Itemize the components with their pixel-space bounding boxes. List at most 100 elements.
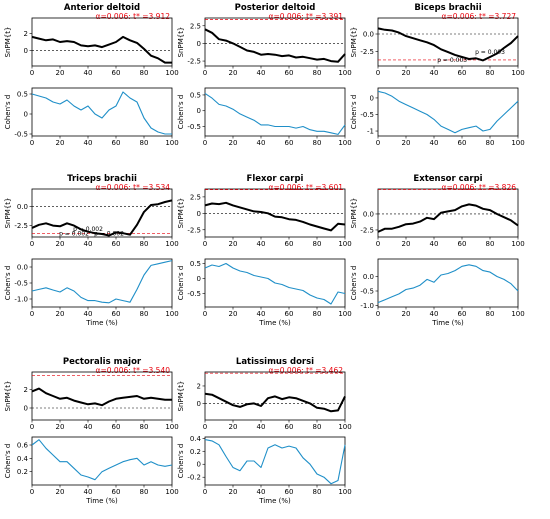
anterior-deltoid-cohen-ytick-label: 0 xyxy=(24,111,28,119)
posterior-deltoid-threshold-label: α=0.006: t* =3.391 xyxy=(269,12,344,21)
pectoralis-major-cohen-xtick-label: 80 xyxy=(140,488,149,496)
latissimus-dorsi-cohen-xlabel: Time (%) xyxy=(258,497,291,505)
latissimus-dorsi-cohen-xtick-label: 20 xyxy=(229,488,238,496)
triceps-brachii-cohen-xtick-label: 80 xyxy=(140,310,149,318)
latissimus-dorsi-cohen-frame xyxy=(204,436,346,486)
extensor-carpi-spm-series-line xyxy=(377,203,519,233)
posterior-deltoid-spm-ytick-label: -2.5 xyxy=(187,58,201,66)
posterior-deltoid-spm-series-line xyxy=(204,28,346,63)
triceps-brachii-cohen-ytick-label: -0.5 xyxy=(14,280,28,288)
biceps-brachii-cohen-ylabel: Cohen's d xyxy=(350,95,358,130)
anterior-deltoid-cohen-ytick-label: -0.5 xyxy=(14,131,28,139)
latissimus-dorsi-cohen-ytick-label: -0.2 xyxy=(187,474,201,482)
flexor-carpi-cohen-xtick-label: 40 xyxy=(257,310,266,318)
extensor-carpi-spm-xtick-label: 40 xyxy=(430,240,439,248)
anterior-deltoid-cohen-xtick-label: 20 xyxy=(56,139,65,147)
biceps-brachii-cohen-xtick-label: 80 xyxy=(486,139,495,147)
latissimus-dorsi-cohen-xtick-label: 100 xyxy=(338,488,351,496)
extensor-carpi-spm-xtick-label: 80 xyxy=(486,240,495,248)
extensor-carpi-cohen-ytick-label: -0.5 xyxy=(360,288,374,296)
biceps-brachii-spm-ytick-label: 0.0 xyxy=(363,31,374,39)
triceps-brachii-spm-ylabel: SnPM{t} xyxy=(4,198,12,229)
pectoralis-major-spm-ylabel: SnPM{t} xyxy=(4,381,12,412)
biceps-brachii-spm-xtick-label: 80 xyxy=(486,69,495,77)
biceps-brachii-cohen-frame xyxy=(377,87,519,137)
triceps-brachii-spm-ytick-label: -2.5 xyxy=(14,222,28,230)
triceps-brachii-spm-xtick-label: 0 xyxy=(30,240,34,248)
latissimus-dorsi-spm-xtick-label: 100 xyxy=(338,423,351,431)
flexor-carpi-cohen-ytick-label: 0 xyxy=(197,275,201,283)
posterior-deltoid-cohen-xtick-label: 20 xyxy=(229,139,238,147)
posterior-deltoid-cohen-xtick-label: 80 xyxy=(313,139,322,147)
triceps-brachii-cohen-xtick-label: 100 xyxy=(165,310,178,318)
latissimus-dorsi-spm-ylabel: SnPM{t} xyxy=(177,381,185,412)
biceps-brachii-spm-ylabel: SnPM{t} xyxy=(350,27,358,58)
flexor-carpi-cohen-xtick-label: 0 xyxy=(203,310,207,318)
triceps-brachii-spm-xtick-label: 60 xyxy=(112,240,121,248)
flexor-carpi-cohen-xtick-label: 100 xyxy=(338,310,351,318)
biceps-brachii-spm-xtick-label: 100 xyxy=(511,69,524,77)
pectoralis-major-cohen-frame xyxy=(31,436,173,486)
pectoralis-major-cohen-ytick-label: 0.4 xyxy=(17,455,29,463)
extensor-carpi-spm-ylabel: SnPM{t} xyxy=(350,198,358,229)
extensor-carpi-cohen-xtick-label: 100 xyxy=(511,310,524,318)
anterior-deltoid-spm-xtick-label: 0 xyxy=(30,69,34,77)
extensor-carpi-cohen-xtick-label: 20 xyxy=(402,310,411,318)
flexor-carpi-spm-series-line xyxy=(204,201,346,232)
extensor-carpi-spm-xtick-label: 100 xyxy=(511,240,524,248)
biceps-brachii-cohen-xtick-label: 60 xyxy=(458,139,467,147)
anterior-deltoid-spm-ytick-label: 2 xyxy=(24,30,28,38)
biceps-brachii-title: Biceps brachii xyxy=(414,3,481,13)
flexor-carpi-spm-xtick-label: 60 xyxy=(285,240,294,248)
extensor-carpi-spm-xtick-label: 60 xyxy=(458,240,467,248)
anterior-deltoid-spm-ytick-label: 0 xyxy=(24,47,28,55)
biceps-brachii-spm-series-line xyxy=(377,27,519,62)
anterior-deltoid-spm-xtick-label: 100 xyxy=(165,69,178,77)
triceps-brachii-title: Triceps brachii xyxy=(67,174,137,184)
pectoralis-major-cohen-xtick-label: 100 xyxy=(165,488,178,496)
posterior-deltoid-cohen-ytick-label: 0.5 xyxy=(190,91,201,99)
flexor-carpi-cohen-xlabel: Time (%) xyxy=(258,319,291,327)
flexor-carpi-cohen-xtick-label: 20 xyxy=(229,310,238,318)
latissimus-dorsi-spm-xtick-label: 40 xyxy=(257,423,266,431)
anterior-deltoid-cohen-xtick-label: 100 xyxy=(165,139,178,147)
anterior-deltoid-title: Anterior deltoid xyxy=(64,3,140,13)
extensor-carpi-cohen-xtick-label: 0 xyxy=(376,310,380,318)
latissimus-dorsi-cohen-xtick-label: 60 xyxy=(285,488,294,496)
posterior-deltoid-cohen-ytick-label: 0 xyxy=(197,107,201,115)
latissimus-dorsi-spm-xtick-label: 60 xyxy=(285,423,294,431)
posterior-deltoid-cohen-ytick-label: -0.5 xyxy=(187,123,201,131)
biceps-brachii-p-value-annotation: p = 0.003 xyxy=(437,57,467,64)
flexor-carpi-spm-frame xyxy=(204,188,346,238)
pectoralis-major-cohen-xtick-label: 40 xyxy=(84,488,93,496)
latissimus-dorsi-spm-ytick-label: 2 xyxy=(197,382,201,390)
extensor-carpi-cohen-xtick-label: 80 xyxy=(486,310,495,318)
pectoralis-major-threshold-label: α=0.006: t* =3.540 xyxy=(96,366,171,375)
posterior-deltoid-cohen-xtick-label: 0 xyxy=(203,139,207,147)
anterior-deltoid-cohen-xtick-label: 60 xyxy=(112,139,121,147)
biceps-brachii-threshold-label: α=0.006: t* =3.727 xyxy=(442,12,517,21)
latissimus-dorsi-spm-xtick-label: 0 xyxy=(203,423,207,431)
pectoralis-major-cohen-series-line xyxy=(31,439,173,481)
posterior-deltoid-spm-xtick-label: 100 xyxy=(338,69,351,77)
latissimus-dorsi-cohen-ytick-label: 0.4 xyxy=(190,435,202,443)
pectoralis-major-spm-frame xyxy=(31,371,173,421)
pectoralis-major-title: Pectoralis major xyxy=(63,357,142,367)
extensor-carpi-cohen-frame xyxy=(377,258,519,308)
flexor-carpi-cohen-ytick-label: -0.5 xyxy=(187,290,201,298)
anterior-deltoid-cohen-ytick-label: 0.5 xyxy=(17,91,28,99)
extensor-carpi-cohen-ylabel: Cohen's d xyxy=(350,266,358,301)
anterior-deltoid-cohen-series-line xyxy=(31,91,172,135)
biceps-brachii-cohen-xtick-label: 40 xyxy=(430,139,439,147)
extensor-carpi-title: Extensor carpi xyxy=(413,174,482,184)
extensor-carpi-spm-xtick-label: 20 xyxy=(402,240,411,248)
latissimus-dorsi-threshold-label: α=0.006: t* =3.462 xyxy=(269,366,344,375)
flexor-carpi-spm-ytick-label: -2.5 xyxy=(187,226,201,234)
pectoralis-major-spm-xtick-label: 20 xyxy=(56,423,65,431)
pectoralis-major-cohen-ylabel: Cohen's d xyxy=(4,444,12,479)
extensor-carpi-cohen-xtick-label: 60 xyxy=(458,310,467,318)
flexor-carpi-cohen-ytick-label: 0.5 xyxy=(190,260,201,268)
posterior-deltoid-cohen-xtick-label: 40 xyxy=(257,139,266,147)
anterior-deltoid-cohen-ylabel: Cohen's d xyxy=(4,95,12,130)
